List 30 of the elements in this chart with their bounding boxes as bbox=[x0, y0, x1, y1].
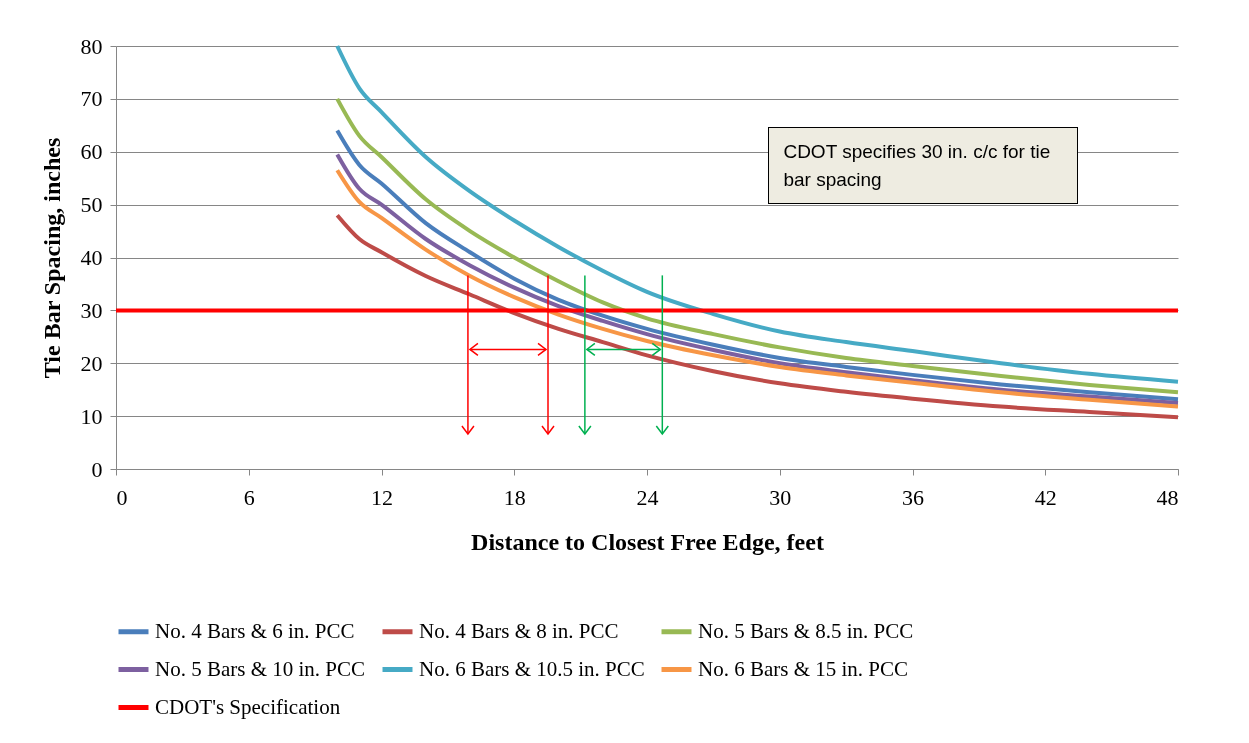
y-axis-title: Tie Bar Spacing, inches bbox=[38, 137, 65, 379]
y-tick-label: 10 bbox=[80, 403, 103, 429]
y-tick-label: 30 bbox=[80, 297, 103, 323]
x-tick-label: 24 bbox=[636, 484, 659, 510]
line-series bbox=[335, 44, 1180, 384]
legend-label: No. 5 Bars & 10 in. PCC bbox=[155, 656, 366, 681]
y-tick-label: 40 bbox=[80, 245, 103, 270]
x-tick-label: 18 bbox=[503, 484, 526, 510]
x-tick-label: 0 bbox=[116, 484, 128, 510]
y-tick-label: 60 bbox=[80, 139, 103, 165]
x-tick-label: 12 bbox=[371, 484, 393, 510]
y-tick-label: 20 bbox=[80, 350, 103, 376]
x-tick-label: 6 bbox=[243, 484, 255, 510]
x-tick-label: 30 bbox=[769, 484, 792, 510]
legend-label: No. 4 Bars & 8 in. PCC bbox=[419, 618, 619, 643]
x-axis-title: Distance to Closest Free Edge, feet bbox=[471, 528, 824, 555]
y-tick-label: 50 bbox=[80, 192, 103, 218]
legend-label: No. 4 Bars & 6 in. PCC bbox=[155, 618, 355, 643]
legend-label: CDOT's Specification bbox=[155, 694, 341, 719]
x-tick-label: 36 bbox=[902, 484, 924, 510]
y-tick-label: 80 bbox=[80, 33, 103, 59]
x-tick-label: 42 bbox=[1034, 484, 1057, 510]
x-tick-label: 48 bbox=[1156, 484, 1179, 510]
line-series bbox=[335, 213, 1180, 420]
y-tick-label: 0 bbox=[91, 456, 103, 482]
legend-label: No. 6 Bars & 10.5 in. PCC bbox=[419, 656, 645, 681]
annotation: CDOT specifies 30 in. c/c for tie bar spacing bbox=[768, 127, 1079, 205]
legend-label: No. 5 Bars & 8.5 in. PCC bbox=[698, 618, 914, 643]
y-tick-label: 70 bbox=[80, 86, 103, 112]
legend-label: No. 6 Bars & 15 in. PCC bbox=[698, 656, 909, 681]
